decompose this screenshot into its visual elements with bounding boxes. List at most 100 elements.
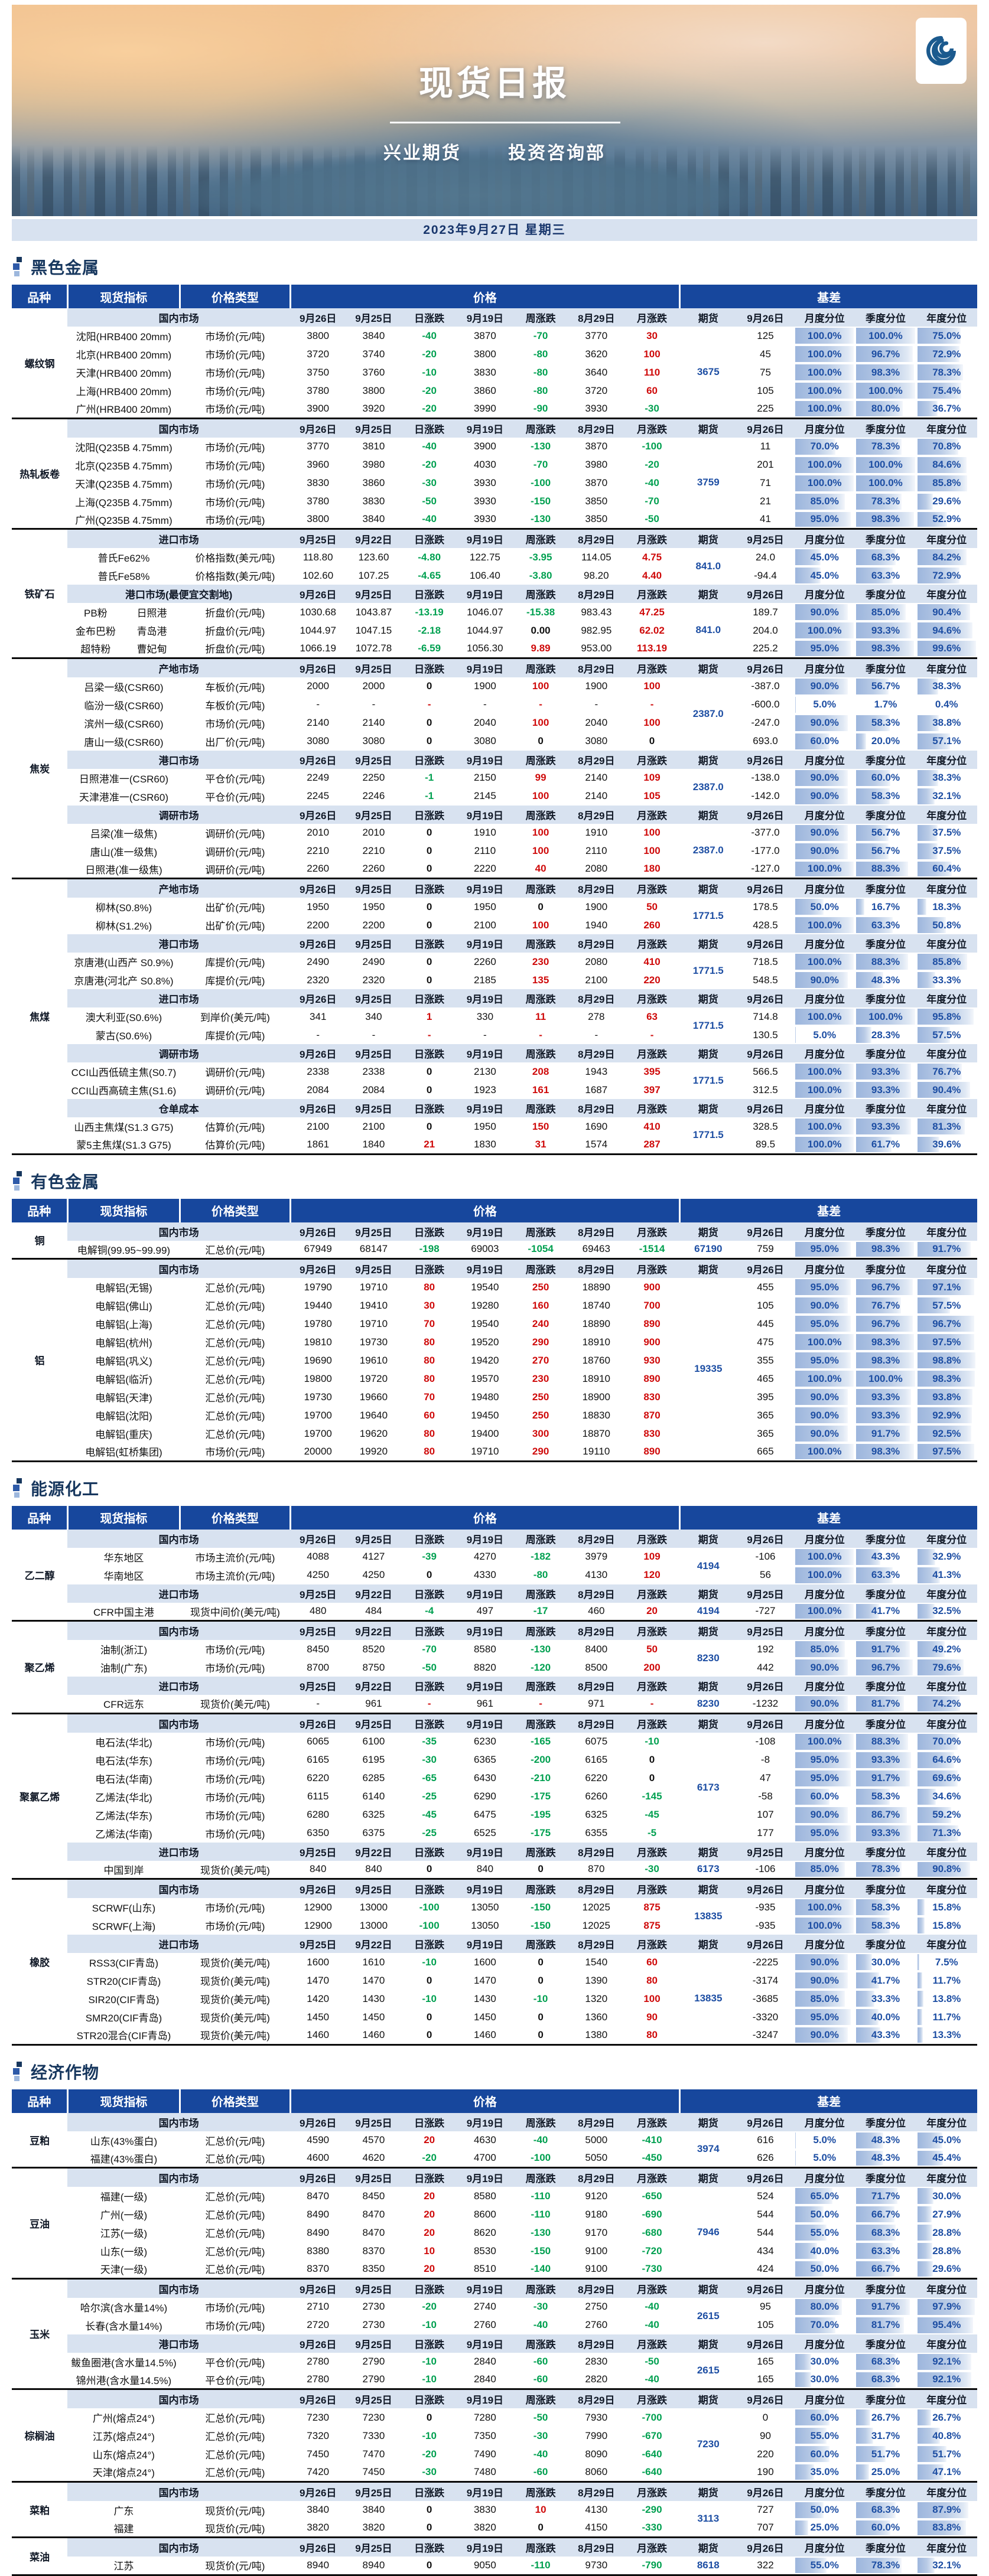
price-type-cell: 汇总价(元/吨)	[205, 2264, 265, 2276]
table-row: SCRWF(山东) 市场价(元/吨) 12900 13000 -100 13050 -150…	[12, 1898, 977, 1922]
percentile-value: 85.0%	[810, 1643, 839, 1655]
price-cell: 3750	[307, 366, 330, 378]
subheader-date: 月涨跌	[624, 1842, 680, 1861]
subheader-date: 9月25日	[346, 2112, 402, 2131]
percentile-bar	[917, 1733, 958, 1750]
indicator-cell: 蒙古(S0.6%)	[95, 1031, 152, 1042]
price-cell: 1470	[362, 1974, 385, 1986]
table-row: 电解铜(99.95~99.99) 汇总价(元/吨) 67949 68147 -198 69…	[12, 1241, 977, 1259]
price-cell: 4600	[307, 2152, 330, 2164]
percentile-cell: 95.0%	[794, 1278, 855, 1296]
price-cell: 19800	[304, 1372, 332, 1384]
variety-label: 玉米	[12, 2278, 68, 2389]
subheader-date: 年度分位	[916, 1677, 977, 1695]
percentile-bar	[795, 1770, 851, 1786]
percentile-cell: 35.0%	[794, 2463, 855, 2482]
price-type-cell: 汇总价(元/吨)	[205, 2431, 265, 2443]
change-cell: -	[427, 1697, 431, 1709]
price-cell: 9050	[473, 2559, 496, 2571]
percentile-value: 81.7%	[871, 1697, 900, 1709]
subheader-date: 期货	[679, 1222, 737, 1241]
subheader-date: 月涨跌	[624, 658, 680, 677]
change-cell: -198	[419, 1243, 440, 1255]
subheader-date: 期货	[679, 878, 737, 898]
percentile-value: 88.3%	[871, 863, 900, 875]
percentile-bar	[917, 1279, 974, 1295]
subheader-date: 季度分位	[855, 1044, 916, 1062]
price-cell: 2110	[585, 845, 607, 856]
change-cell: 260	[643, 919, 661, 931]
price-cell: 3810	[362, 441, 385, 452]
subheader-date: 日涨跌	[401, 585, 457, 603]
subheader-date: 9月19日	[457, 878, 513, 898]
market-subheader-row: 港口市场(最便宜交割地) 9月26日 9月25日 日涨跌 9月19日 周涨跌 8月29日 月涨…	[12, 585, 977, 603]
change-cell: -65	[422, 1772, 437, 1783]
price-type-cell: 市场价(元/吨)	[205, 460, 265, 472]
percentile-bar	[856, 2243, 893, 2259]
indicator-cell: 电解铝(佛山)	[95, 1301, 152, 1312]
percentile-bar	[917, 2261, 933, 2277]
subheader-date: 9月19日	[457, 529, 513, 548]
percentile-value: 68.3%	[871, 2504, 900, 2515]
percentile-cell: 70.0%	[916, 1733, 977, 1751]
market-subheader-row: 进口市场 9月25日 9月22日 日涨跌 9月19日 周涨跌 8月29日 月涨跌 期货 9月25日…	[12, 1584, 977, 1603]
percentile-bar	[917, 1371, 975, 1387]
price-cell: 2080	[585, 956, 608, 967]
percentile-value: 88.3%	[871, 1736, 900, 1747]
subheader-date: 月度分位	[794, 1620, 855, 1640]
percentile-value: 78.3%	[932, 366, 961, 378]
change-cell: 0	[426, 1065, 432, 1077]
indicator-cell: CFR中国主港	[93, 1606, 154, 1618]
indicator-name: 超特粉	[80, 644, 111, 656]
table-main-header: 品种 现货指标 价格类型 价格 基差	[12, 1198, 977, 1222]
change-cell: -40	[422, 330, 437, 341]
percentile-value: 100.0%	[807, 366, 842, 378]
price-type-cell: 市场价(元/吨)	[205, 478, 265, 490]
change-cell: 100	[643, 827, 661, 838]
percentile-value: 93.8%	[932, 1391, 961, 1403]
table-row: 长春(含水量14%) 市场价(元/吨) 2720 2730 -10 2760 -40 2760…	[12, 2316, 977, 2334]
table-row: 山西主焦煤(S1.3 G75) 估算价(元/吨) 2100 2100 0 1950 150 1…	[12, 1117, 977, 1140]
price-cell: 2130	[473, 1065, 496, 1077]
basis-cell: 718.5	[753, 956, 778, 967]
price-cell: 8470	[362, 2208, 385, 2220]
bullet-square	[17, 257, 22, 262]
subheader-date: 9月22日	[346, 1584, 402, 1603]
bullet-square	[14, 2075, 19, 2081]
price-type-cell: 平仓价(元/吨)	[205, 2375, 265, 2386]
subheader-date: 日涨跌	[401, 1044, 457, 1062]
percentile-value: 95.0%	[810, 1754, 839, 1765]
subheader-date: 月度分位	[794, 750, 855, 769]
subheader-date: 期货	[679, 1099, 737, 1117]
table-row: 柳林(S1.2%) 出矿价(元/吨) 2200 2200 0 2100 100 1940 260…	[12, 916, 977, 934]
percentile-cell: 93.3%	[855, 1081, 916, 1099]
price-cell: 1056.30	[467, 642, 503, 654]
percentile-value: 98.3%	[871, 1243, 900, 1255]
subheader-date: 月度分位	[794, 1222, 855, 1241]
subheader-date: 日涨跌	[401, 2482, 457, 2501]
futures-price-cell: 841.0	[695, 560, 721, 572]
change-cell: 11	[535, 1010, 546, 1022]
percentile-cell: 95.0%	[794, 511, 855, 529]
percentile-bar	[856, 364, 914, 380]
change-cell: -4.80	[418, 551, 441, 563]
percentile-cell: 25.0%	[794, 2519, 855, 2538]
subheader-date: 9月25日	[290, 1842, 346, 1861]
price-cell: 1940	[585, 919, 608, 931]
change-cell: -25	[422, 1827, 437, 1838]
change-cell: -13.19	[415, 606, 444, 618]
price-cell: 8750	[362, 1661, 385, 1673]
market-label: 调研市场	[67, 1044, 291, 1062]
subheader-date: 季度分位	[855, 1620, 916, 1640]
price-cell: 6140	[362, 1791, 385, 1802]
percentile-value: 55.0%	[810, 2226, 839, 2238]
percentile-bar	[856, 1334, 914, 1350]
variety-group-聚氯乙烯: 聚氯乙烯 国内市场 9月26日 9月25日 日涨跌 9月19日 周涨跌 8月29日 月涨跌 期货 9…	[12, 1713, 977, 1879]
percentile-cell: 81.3%	[916, 1117, 977, 1136]
change-cell: -70	[533, 459, 548, 470]
percentile-bar	[856, 1807, 907, 1823]
percentile-bar	[856, 493, 902, 510]
subheader-date: 季度分位	[855, 1099, 916, 1117]
percentile-value: 1.7%	[874, 699, 897, 710]
basis-cell: 107	[757, 1809, 774, 1820]
